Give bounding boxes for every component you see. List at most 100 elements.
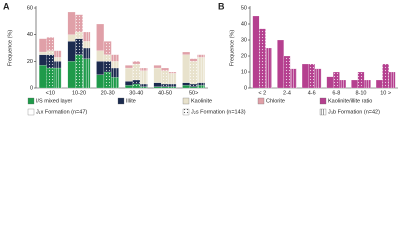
bar-segment <box>326 76 334 89</box>
legend-label: J₃b Formation (n=42) <box>328 109 380 115</box>
bar-pattern <box>140 84 148 87</box>
legend-pattern <box>320 109 326 115</box>
bar-pattern <box>161 86 169 88</box>
legend-swatch <box>257 97 265 105</box>
bar-segment <box>182 51 191 55</box>
bar-pattern <box>168 84 177 87</box>
bar-pattern <box>111 54 119 62</box>
bar-pattern <box>308 64 315 88</box>
bar-segment <box>252 15 260 89</box>
bar-segment <box>39 51 47 55</box>
bar-pattern <box>290 68 297 88</box>
bar-pattern <box>161 84 169 87</box>
x-tick-label: 30-40 <box>129 90 143 96</box>
bar-segment <box>125 65 133 69</box>
y-tick-label: 40 <box>27 32 33 38</box>
bar-segment <box>39 38 47 53</box>
bar-pattern <box>103 72 112 88</box>
bar-pattern <box>75 38 83 55</box>
bar-pattern <box>339 80 346 88</box>
bar-pattern <box>132 84 141 88</box>
legend-label: Chlorite <box>266 98 285 104</box>
bar-pattern <box>46 50 55 55</box>
bar-pattern <box>168 72 177 74</box>
y-tick-label: 20 <box>27 59 33 65</box>
y-axis-label: Frequence (%) <box>229 30 235 67</box>
bar-segment <box>96 61 105 75</box>
legend-label: J₁x Formation (n=47) <box>36 109 87 115</box>
bar-pattern <box>197 85 205 88</box>
x-tick-label: <10 <box>46 90 55 96</box>
bar-pattern <box>140 70 148 84</box>
legend-pattern <box>183 109 189 115</box>
panel-label: A <box>3 1 10 11</box>
bar-pattern <box>168 73 177 84</box>
bar-segment <box>301 63 309 89</box>
bar-segment <box>39 65 47 89</box>
bar-pattern <box>75 32 83 39</box>
bar-segment <box>67 41 76 62</box>
bar-segment <box>67 11 76 35</box>
bar-segment <box>375 79 383 89</box>
bar-segment <box>153 65 162 69</box>
bar-pattern <box>189 58 198 62</box>
bar-segment <box>351 79 358 89</box>
panel-label: B <box>218 1 225 11</box>
bar-pattern <box>265 48 272 88</box>
bar-pattern <box>111 77 119 88</box>
bar-pattern <box>111 61 119 68</box>
y-tick-label: 0 <box>30 85 33 91</box>
legend-label: J₂s Formation (n=143) <box>191 109 246 115</box>
bar-segment <box>96 74 105 89</box>
bar-pattern <box>103 61 112 72</box>
x-tick-label: 4-6 <box>308 90 316 96</box>
legend-swatch <box>117 97 125 105</box>
bar-segment <box>153 67 162 83</box>
bar-segment <box>39 54 47 66</box>
bar-segment <box>153 82 162 87</box>
bar-pattern <box>132 80 141 84</box>
figure: A Frequence (%) 0 20 40 60 <10 10-20 20-30 30-40 4… <box>3 1 398 116</box>
x-tick-label: 40-50 <box>158 90 172 96</box>
bar-pattern <box>168 86 177 88</box>
bar-pattern <box>54 57 62 62</box>
bar-segment <box>67 34 76 42</box>
bar-segment <box>125 81 133 86</box>
legend-label: Kaolinite <box>191 98 212 104</box>
bar-pattern <box>197 82 205 86</box>
x-tick-label: 10 > <box>380 90 391 96</box>
bar-segment <box>182 82 191 86</box>
bar-pattern <box>259 28 266 88</box>
bar-pattern <box>333 72 340 88</box>
y-tick-label: 20 <box>241 53 247 59</box>
legend-label: Illite <box>126 98 136 104</box>
bar-segment <box>277 39 284 89</box>
bar-pattern <box>161 68 169 71</box>
bar-segment <box>67 61 76 89</box>
bar-pattern <box>189 84 198 87</box>
bar-pattern <box>382 64 389 88</box>
bar-pattern <box>75 54 83 88</box>
x-tick-label: 10-20 <box>72 90 86 96</box>
bar-pattern <box>197 57 205 83</box>
bar-segment <box>96 50 105 62</box>
y-tick-label: 60 <box>27 5 33 11</box>
bar-pattern <box>54 50 62 58</box>
bar-pattern <box>140 68 148 71</box>
y-tick-label: 10 <box>241 69 247 75</box>
y-tick-label: 50 <box>241 5 247 11</box>
bar-segment <box>182 85 191 89</box>
y-axis-label: Frequence (%) <box>7 30 13 67</box>
bar-pattern <box>140 86 148 88</box>
bar-pattern <box>111 68 119 78</box>
bar-pattern <box>314 68 322 88</box>
legend-swatch <box>27 108 35 116</box>
bar-segment <box>125 67 133 82</box>
y-tick-label: 0 <box>244 85 247 91</box>
x-tick-label: 6-8 <box>332 90 340 96</box>
bar-segment <box>182 54 191 83</box>
bar-pattern <box>161 70 169 84</box>
bar-pattern <box>54 61 62 68</box>
bar-pattern <box>189 61 198 84</box>
bar-pattern <box>46 68 55 88</box>
